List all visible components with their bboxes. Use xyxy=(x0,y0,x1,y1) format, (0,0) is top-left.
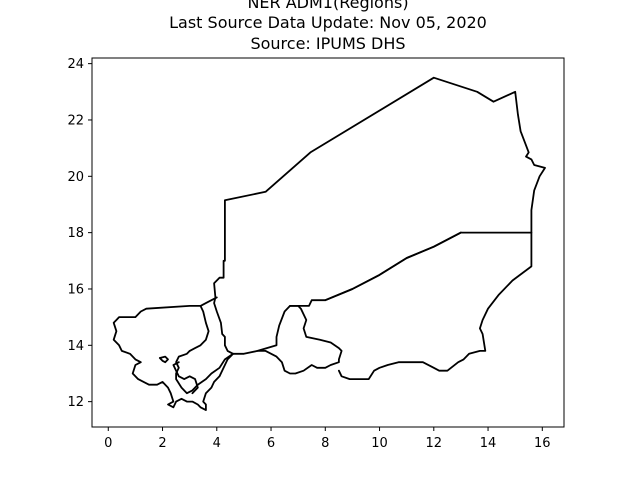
x-tick-label: 10 xyxy=(371,436,388,451)
y-tick-label: 12 xyxy=(67,395,84,410)
x-tick-label: 0 xyxy=(104,436,112,451)
region-outline-niamey_dosso xyxy=(175,350,234,395)
x-axis-ticks: 0 2 4 6 8 10 12 14 16 xyxy=(104,427,551,451)
region-outline-tillaberi xyxy=(112,305,234,411)
axes-frame xyxy=(91,57,565,428)
region-outline-diffa xyxy=(338,231,533,380)
region-outline-niamey_city xyxy=(158,355,169,364)
region-outline-zinder_maradi_border xyxy=(256,305,343,375)
y-axis-ticks: 12 14 16 18 20 22 24 xyxy=(67,57,92,410)
x-tick-label: 6 xyxy=(267,436,275,451)
y-tick-label: 20 xyxy=(67,170,84,185)
region-outline-diffa-inner xyxy=(324,231,462,302)
region-outline-dosso_inner xyxy=(172,361,199,395)
x-tick-label: 16 xyxy=(534,436,551,451)
y-tick-label: 24 xyxy=(67,57,84,72)
y-tick-label: 16 xyxy=(67,282,84,297)
y-tick-label: 22 xyxy=(67,113,84,128)
x-tick-label: 4 xyxy=(213,436,221,451)
x-tick-label: 2 xyxy=(158,436,166,451)
region-outlines xyxy=(112,76,546,411)
x-tick-label: 12 xyxy=(426,436,443,451)
title-line-2: Last Source Data Update: Nov 05, 2020 xyxy=(169,13,487,32)
title-line-1: NER ADM1(Regions) xyxy=(247,0,408,12)
region-outline-agadez xyxy=(213,76,546,355)
title-line-3: Source: IPUMS DHS xyxy=(250,34,405,53)
y-tick-label: 18 xyxy=(67,226,84,241)
y-tick-label: 14 xyxy=(67,339,84,354)
x-tick-label: 8 xyxy=(321,436,329,451)
region-outline-tahoua_tillaberi xyxy=(188,296,218,352)
x-tick-label: 14 xyxy=(480,436,497,451)
